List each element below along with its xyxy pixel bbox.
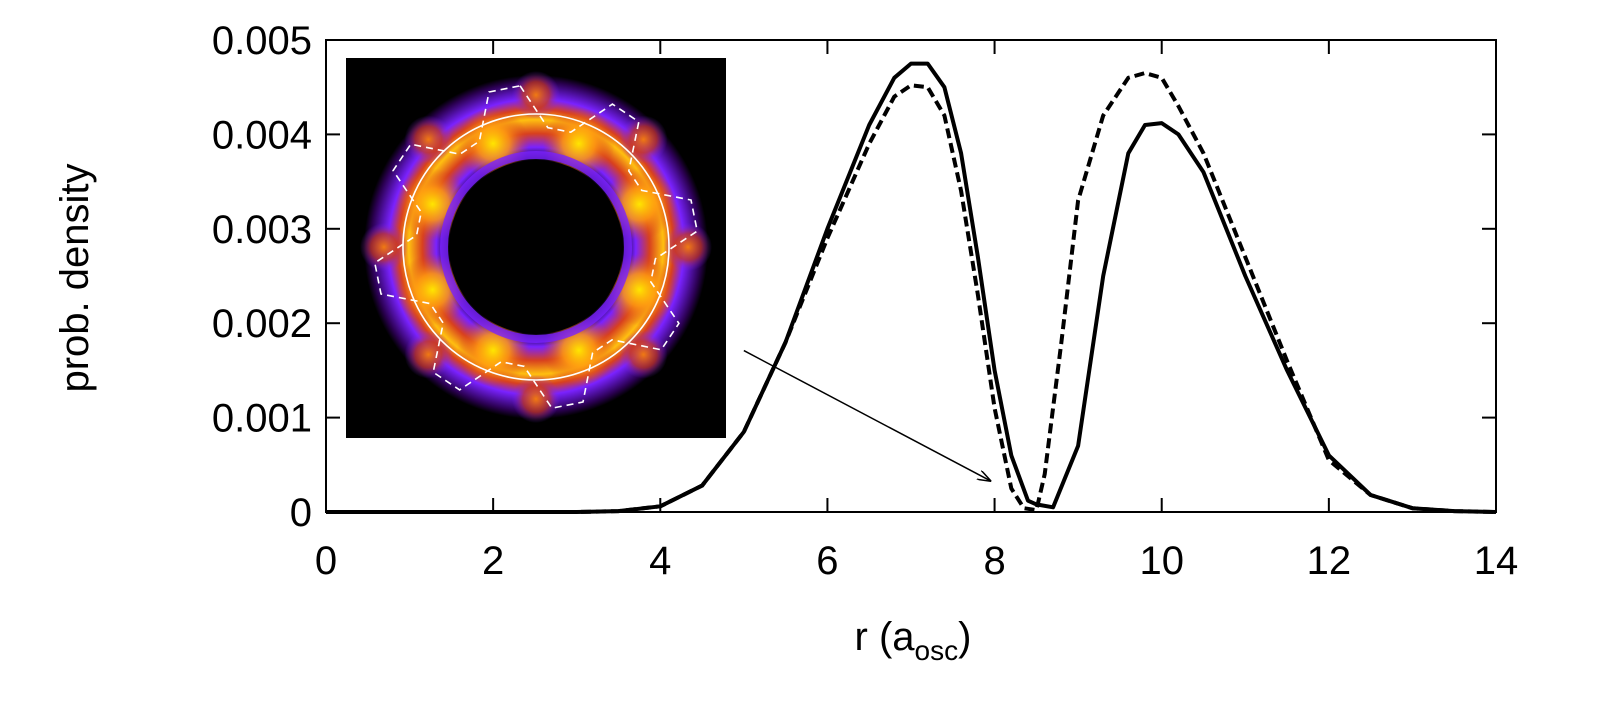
outer-lobe xyxy=(360,223,408,271)
x-tick-label: 8 xyxy=(983,539,1005,583)
outer-lobe xyxy=(664,223,712,271)
x-axis-label-close: ) xyxy=(958,615,971,659)
inset-density-map xyxy=(346,58,726,438)
outer-lobe xyxy=(512,71,560,119)
inset-solid-circle xyxy=(402,113,670,381)
outer-lobe xyxy=(404,330,453,379)
y-tick-label: 0.003 xyxy=(212,208,312,252)
x-tick-label: 14 xyxy=(1474,539,1519,583)
series-layer xyxy=(326,61,1497,514)
y-tick-label: 0.001 xyxy=(212,397,312,441)
y-axis: 0 0.001 0.002 0.003 0.004 0.005 xyxy=(212,19,1496,535)
outer-lobe xyxy=(619,115,668,164)
outer-lobe xyxy=(619,330,668,379)
x-tick-label: 2 xyxy=(482,539,504,583)
x-tick-label: 12 xyxy=(1307,539,1352,583)
dashed-series-line xyxy=(326,71,1497,514)
x-tick-label: 4 xyxy=(649,539,671,583)
y-tick-label: 0.002 xyxy=(212,302,312,346)
x-axis-label-main: r (a xyxy=(855,615,916,659)
x-tick-label: 0 xyxy=(315,539,337,583)
x-tick-label: 6 xyxy=(816,539,838,583)
x-axis-label-sub: osc xyxy=(915,635,959,666)
x-axis: 0 2 4 6 8 10 12 14 xyxy=(315,40,1518,583)
y-axis-label: prob. density xyxy=(53,163,97,392)
plot-frame xyxy=(325,39,1497,513)
y-tick-label: 0.004 xyxy=(212,113,312,157)
y-tick-label: 0.005 xyxy=(212,19,312,63)
outer-lobe xyxy=(512,375,560,423)
annotation-arrow xyxy=(743,349,991,481)
y-tick-label: 0 xyxy=(290,491,312,535)
outer-lobe xyxy=(404,115,453,164)
x-axis-label: r (aosc) xyxy=(855,615,972,666)
x-tick-label: 10 xyxy=(1139,539,1184,583)
